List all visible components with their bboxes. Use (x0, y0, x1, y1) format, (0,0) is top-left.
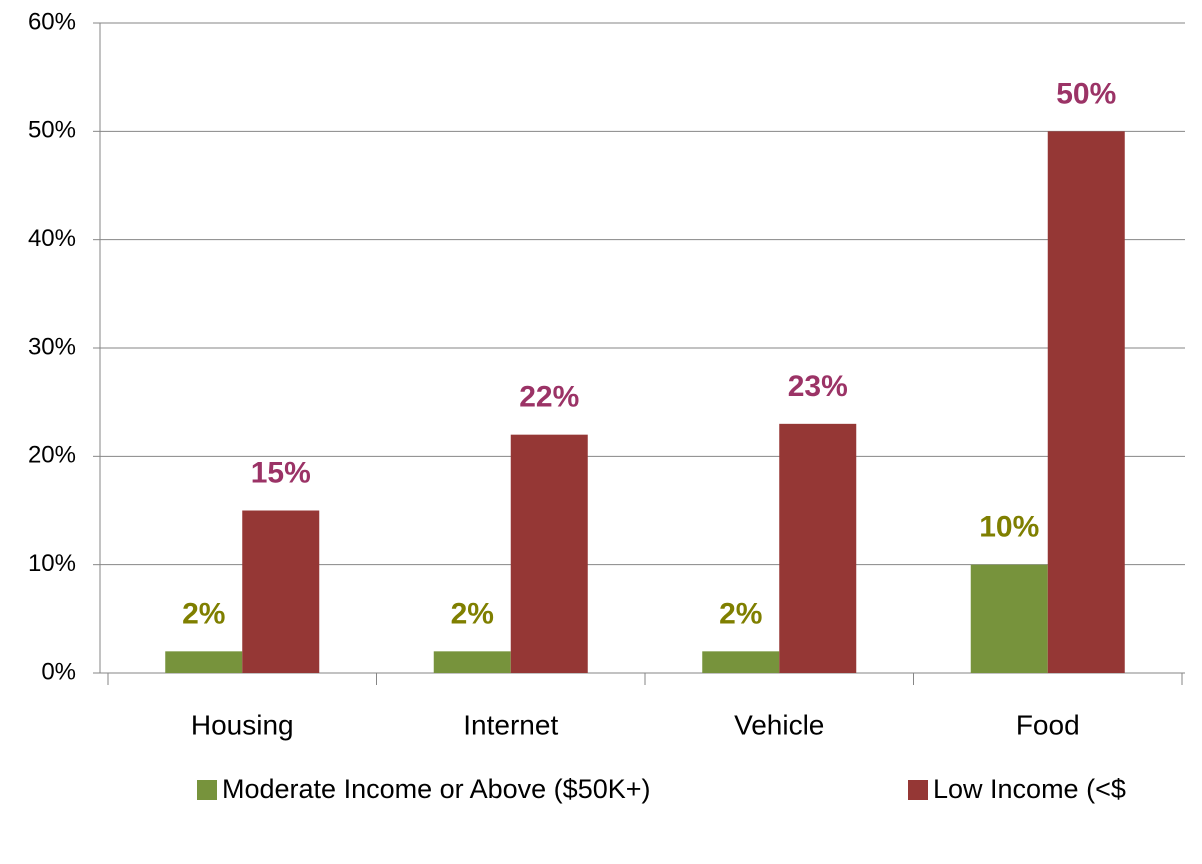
bar (510, 434, 588, 673)
y-tick-label: 10% (28, 550, 76, 577)
y-tick-label: 0% (41, 658, 76, 685)
y-tick-label: 30% (28, 333, 76, 360)
data-label: 10% (979, 511, 1039, 544)
legend-swatch (197, 780, 217, 800)
bar (970, 564, 1048, 673)
y-tick-label: 50% (28, 117, 76, 144)
legend-label: Low Income (<$ (933, 774, 1126, 804)
bar (702, 651, 780, 673)
x-tick-label: Vehicle (734, 709, 824, 740)
data-label: 15% (251, 456, 311, 489)
bar (779, 423, 857, 673)
x-tick-label: Housing (191, 709, 294, 740)
bar (433, 651, 511, 673)
data-label: 22% (519, 381, 579, 414)
data-label: 50% (1056, 77, 1116, 110)
x-tick-label: Food (1016, 709, 1080, 740)
bar (242, 510, 320, 673)
legend-label: Moderate Income or Above ($50K+) (222, 774, 651, 804)
data-label: 23% (788, 370, 848, 403)
y-tick-label: 60% (28, 8, 76, 35)
legend-swatch (908, 780, 928, 800)
data-label: 2% (451, 597, 494, 630)
bar (1047, 131, 1125, 674)
x-tick-label: Internet (463, 709, 558, 740)
data-label: 2% (182, 597, 225, 630)
bar (165, 651, 243, 673)
y-tick-label: 40% (28, 225, 76, 252)
y-tick-label: 20% (28, 442, 76, 469)
data-label: 2% (719, 597, 762, 630)
